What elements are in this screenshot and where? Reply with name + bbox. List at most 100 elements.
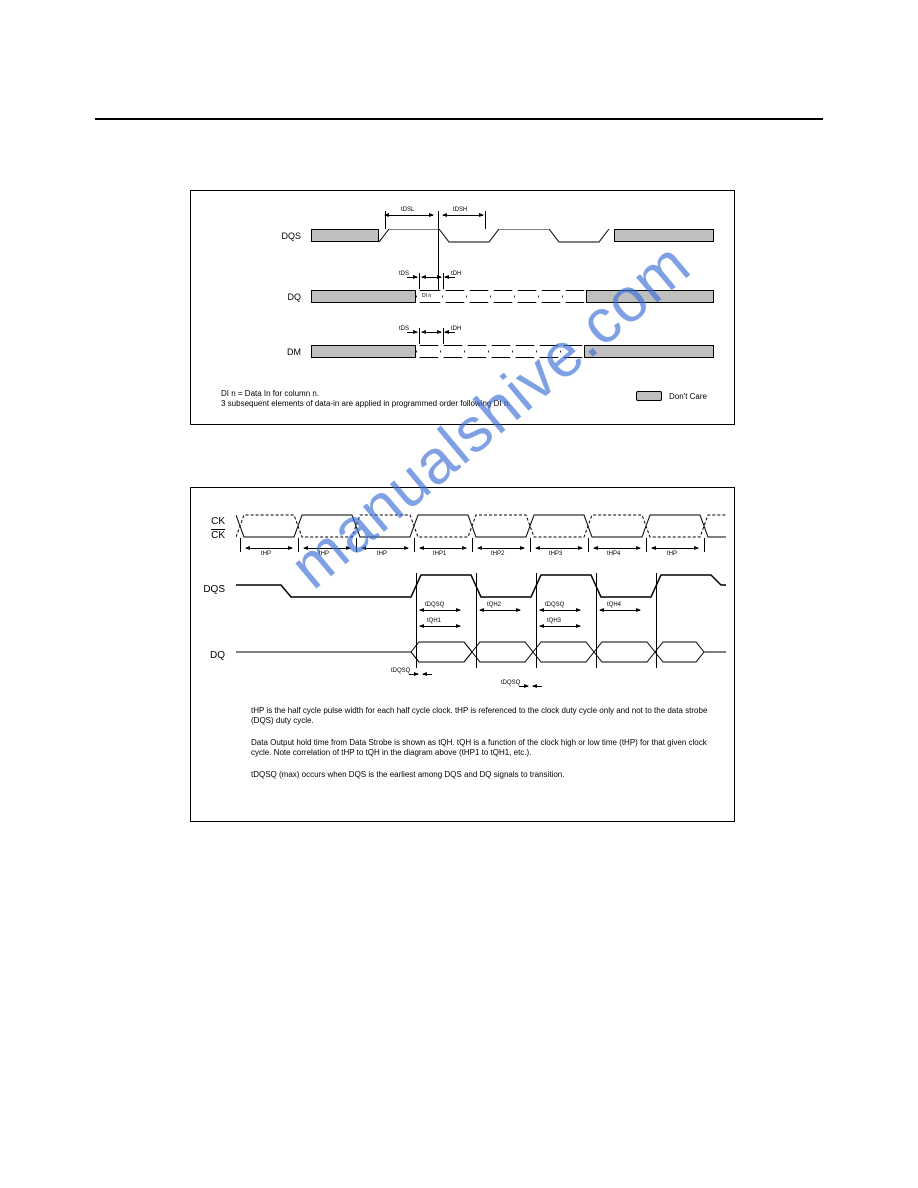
dq-hex-3: [466, 290, 492, 303]
txt-thp-a: tHP: [261, 551, 271, 557]
tick-1: [385, 211, 386, 229]
arr-b1: [409, 674, 418, 675]
dm-hex-2: [440, 345, 466, 358]
txt-tqh3: tQH3: [547, 618, 561, 624]
ck-tick-1: [298, 538, 299, 552]
arr-tqh4: [600, 610, 640, 611]
fig2-note2: Data Output hold time from Data Strobe i…: [251, 738, 721, 758]
ck-tick-5: [530, 538, 531, 552]
arr-b1b: [423, 674, 432, 675]
fig2-note1: tHP is the half cycle pulse width for ea…: [251, 706, 711, 726]
ck-tick-4: [472, 538, 473, 552]
figure-1: DQS tDSL tDSH DQ DI n tDS tDH: [190, 190, 735, 425]
ck-tick-3: [414, 538, 415, 552]
page: DQS tDSL tDSH DQ DI n tDS tDH: [0, 0, 918, 1188]
dm-hex-5: [512, 345, 538, 358]
txt-tqh1: tQH1: [427, 618, 441, 624]
arrow-tdsl: [385, 215, 433, 216]
arr-b2b: [533, 686, 542, 687]
dq-hex-5: [514, 290, 540, 303]
tick-dq-1: [419, 273, 420, 289]
dm-bar-1: [311, 345, 416, 358]
tick-dm-1: [419, 328, 420, 344]
tick-2: [438, 211, 439, 291]
arr-tdh-1b: [445, 277, 455, 278]
arr-tdqsq-1: [420, 610, 460, 611]
dqs-bar-2: [614, 229, 714, 242]
txt-thp2: tHP2: [491, 551, 504, 557]
ck-tick-0: [240, 538, 241, 552]
txt-tdqsq-b1: tDQSQ: [391, 668, 410, 674]
arr-tdqsq-2: [540, 610, 580, 611]
label-ckbar: CK: [185, 530, 225, 541]
header-rule: [95, 118, 823, 120]
dontcare-label: Don't Care: [669, 392, 707, 402]
label-dqs2: DQS: [185, 584, 225, 595]
dq2-waveform: [236, 640, 726, 666]
arr-thp2: [478, 548, 524, 549]
figure-2: CK CK tHP tHP tHP tHP1 tHP2 tHP3: [190, 487, 735, 822]
label-ck: CK: [185, 516, 225, 527]
arr-thp-a: [246, 548, 292, 549]
arr-b2: [519, 686, 528, 687]
text-tdsl: tDSL: [401, 207, 414, 213]
note-line2: 3 subsequent elements of data-in are app…: [221, 399, 511, 409]
arr-tds-2: [407, 332, 417, 333]
dm-bar-2: [584, 345, 714, 358]
arr-tqh2: [480, 610, 520, 611]
arr-thp3: [536, 548, 582, 549]
ck-tick-6: [588, 538, 589, 552]
text-din: DI n: [422, 293, 431, 299]
ck-tick-2: [356, 538, 357, 552]
text-tdsh: tDSH: [453, 207, 467, 213]
dontcare-swatch: [636, 391, 662, 401]
ck-waveform: [236, 513, 726, 541]
txt-thp3: tHP3: [549, 551, 562, 557]
txt-tqh2: tQH2: [487, 602, 501, 608]
txt-thp-d: tHP: [667, 551, 677, 557]
txt-tdqsq-b2: tDQSQ: [501, 680, 520, 686]
dq-bar-2: [586, 290, 714, 303]
dqs2-waveform: [236, 573, 726, 599]
arr-tdh-2b: [445, 332, 455, 333]
dm-hex-1: [416, 345, 442, 358]
txt-thp-b: tHP: [319, 551, 329, 557]
dq-hex-4: [490, 290, 516, 303]
label-dm: DM: [261, 347, 301, 357]
arr-tdh-2: [431, 332, 441, 333]
dq-hex-7: [562, 290, 588, 303]
ck-tick-8: [704, 538, 705, 552]
arr-tdh-1: [431, 277, 441, 278]
arr-tqh1: [420, 626, 460, 627]
txt-tdqsq-2: tDQSQ: [545, 602, 564, 608]
txt-thp1: tHP1: [433, 551, 446, 557]
dqs-bar-1: [311, 229, 379, 242]
label-dqs: DQS: [261, 231, 301, 241]
arr-thp-c: [362, 548, 408, 549]
arr-thp1: [420, 548, 466, 549]
label-dq: DQ: [261, 292, 301, 302]
arr-thp4: [594, 548, 640, 549]
dm-hex-6: [536, 345, 562, 358]
label-dq2: DQ: [185, 650, 225, 661]
txt-tdqsq-1: tDQSQ: [425, 602, 444, 608]
arrow-tdsh: [443, 215, 483, 216]
txt-thp4: tHP4: [607, 551, 620, 557]
tick-dq-2: [443, 273, 444, 289]
dq-hex-6: [538, 290, 564, 303]
arr-thp-d: [652, 548, 698, 549]
dm-hex-3: [464, 345, 490, 358]
dq-hex-2: [442, 290, 468, 303]
txt-thp-c: tHP: [377, 551, 387, 557]
tick-3: [485, 211, 486, 229]
arr-tqh3: [540, 626, 580, 627]
dm-hex-7: [560, 345, 586, 358]
arr-tds-1: [407, 277, 417, 278]
tick-dm-2: [443, 328, 444, 344]
txt-tqh4: tQH4: [607, 602, 621, 608]
arr-thp-b: [304, 548, 350, 549]
dq-bar-1: [311, 290, 416, 303]
note-line1: DI n = Data In for column n.: [221, 389, 319, 399]
fig2-note3: tDQSQ (max) occurs when DQS is the earli…: [251, 770, 711, 780]
dm-hex-4: [488, 345, 514, 358]
